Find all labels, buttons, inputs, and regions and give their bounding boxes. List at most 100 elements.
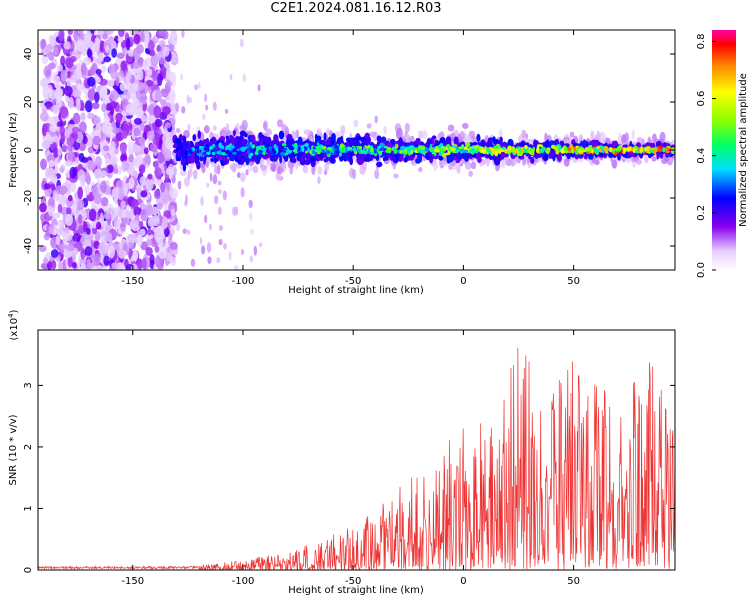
spectrogram-cell	[105, 232, 113, 243]
spectrogram-cell	[588, 155, 594, 160]
spectrogram-cell	[623, 147, 628, 152]
spectrogram-cell	[39, 202, 47, 213]
spectrogram-cell	[182, 136, 187, 144]
spectrogram-cell	[453, 136, 459, 145]
spectrogram-cell	[99, 170, 108, 177]
spectrogram-cell	[348, 140, 352, 147]
spectrogram-cell	[176, 222, 181, 232]
spectrogram-cell	[316, 142, 320, 146]
spectrogram-cell	[246, 154, 250, 159]
spectrogram-cell	[527, 162, 532, 169]
spectrogram-cell	[283, 147, 288, 151]
spectrogram-cell	[340, 147, 346, 153]
spectrogram-cell	[403, 157, 408, 163]
spectrogram-cell	[242, 73, 247, 83]
spectrogram-cell	[250, 228, 254, 235]
spectrogram-cell	[671, 139, 675, 147]
spectrogram-cell	[133, 206, 141, 217]
spectrogram-cell	[233, 137, 238, 146]
snr-xlabel: Height of straight line (km)	[288, 585, 424, 596]
spectrogram-cell	[594, 147, 598, 152]
spectrogram-cell	[562, 145, 567, 150]
snr-xtick-label: 50	[567, 576, 580, 587]
spectrogram-cell	[255, 153, 262, 161]
spectrogram-cell	[295, 129, 300, 137]
spectrogram-cell	[229, 74, 233, 81]
spectrogram-cell	[154, 89, 163, 102]
spectrogram-cell	[433, 159, 438, 171]
spectrogram-cell	[456, 164, 461, 174]
spectrogram-cell	[86, 227, 91, 235]
spectrogram-cell	[132, 83, 140, 92]
spectrogram-cell	[66, 207, 72, 215]
spectrogram-cell	[39, 111, 49, 122]
spectrogram-cell	[218, 225, 224, 231]
spectrogram-cell	[116, 52, 125, 60]
spectrogram-cell	[111, 262, 119, 269]
spectrogram-cell	[468, 170, 473, 177]
spectrogram-cell	[637, 147, 641, 152]
spectrogram-cell	[59, 106, 69, 119]
spectrogram-cell	[336, 148, 340, 155]
spectrogram-cell	[533, 139, 538, 148]
spectrogram-cell	[50, 115, 57, 128]
spectrogram-cell	[330, 152, 336, 155]
spectrogram-cell	[101, 64, 107, 73]
spectrogram-cell	[53, 88, 63, 101]
spectrogram-cell	[132, 250, 139, 258]
spectrogram-cell	[259, 137, 263, 146]
spectrogram-cell	[86, 48, 92, 58]
colorbar-label: Normalized spectral amplitude	[738, 73, 749, 227]
spectrogram-cell	[433, 152, 437, 157]
spectrogram-cell	[202, 113, 206, 121]
spectrogram-cell	[88, 208, 97, 222]
spectrogram-cell	[71, 204, 77, 213]
spectrogram-cell	[55, 235, 61, 246]
spectrogram-cell	[212, 125, 217, 131]
spectrogram-cell	[129, 208, 135, 221]
spectrogram-cell	[182, 164, 187, 172]
spectrogram-cell	[89, 67, 95, 76]
spectrogram-cell	[132, 47, 141, 61]
spectrogram-cell	[51, 218, 58, 227]
spectrogram-cell	[569, 131, 575, 138]
spectrogram-cell	[187, 148, 193, 152]
spectrogram-cell	[485, 147, 490, 152]
spectrogram-cell	[154, 245, 160, 253]
colorbar-tick-label: 0.4	[696, 148, 707, 164]
spectrogram-cell	[279, 162, 287, 170]
spectrogram-cell	[556, 151, 560, 155]
spectrogram-cell	[244, 132, 248, 138]
spectrogram-cell	[69, 166, 77, 179]
spectrogram-cell	[142, 59, 148, 71]
spectrogram-cell	[64, 227, 70, 234]
spectrogram-cell	[201, 245, 206, 255]
spectrogram-cell	[102, 122, 108, 129]
spectrogram-cell	[340, 135, 344, 143]
spectrogram-cell	[288, 145, 294, 151]
spectrogram-cell	[232, 129, 236, 137]
spectrogram-cell	[524, 144, 528, 149]
spectrogram-cell	[214, 195, 219, 205]
spectrogram-cell	[459, 146, 463, 150]
snr-xtick-label: -100	[232, 576, 255, 587]
spectrogram-cell	[359, 149, 365, 154]
spectrogram-cell	[87, 160, 97, 171]
spectrogram-cell	[281, 143, 287, 147]
spectrogram-cell	[362, 160, 367, 171]
spectrogram-cell	[80, 263, 86, 270]
spectrogram-cell	[168, 88, 176, 102]
spectrogram-cell	[136, 258, 142, 270]
spectrogram-cell	[72, 232, 81, 242]
spectrogram-cell	[138, 164, 146, 174]
spectrogram-cell	[311, 165, 316, 176]
spectrogram-cell	[105, 45, 111, 54]
spectrogram-cell	[186, 229, 191, 236]
spectrogram-cell	[87, 88, 96, 101]
spectrogram-cell	[133, 127, 141, 137]
spectrogram-cell	[218, 142, 223, 149]
spectrogram-cell	[140, 208, 149, 222]
spectrogram-cell	[376, 161, 383, 168]
spectrogram-cell	[146, 68, 153, 77]
